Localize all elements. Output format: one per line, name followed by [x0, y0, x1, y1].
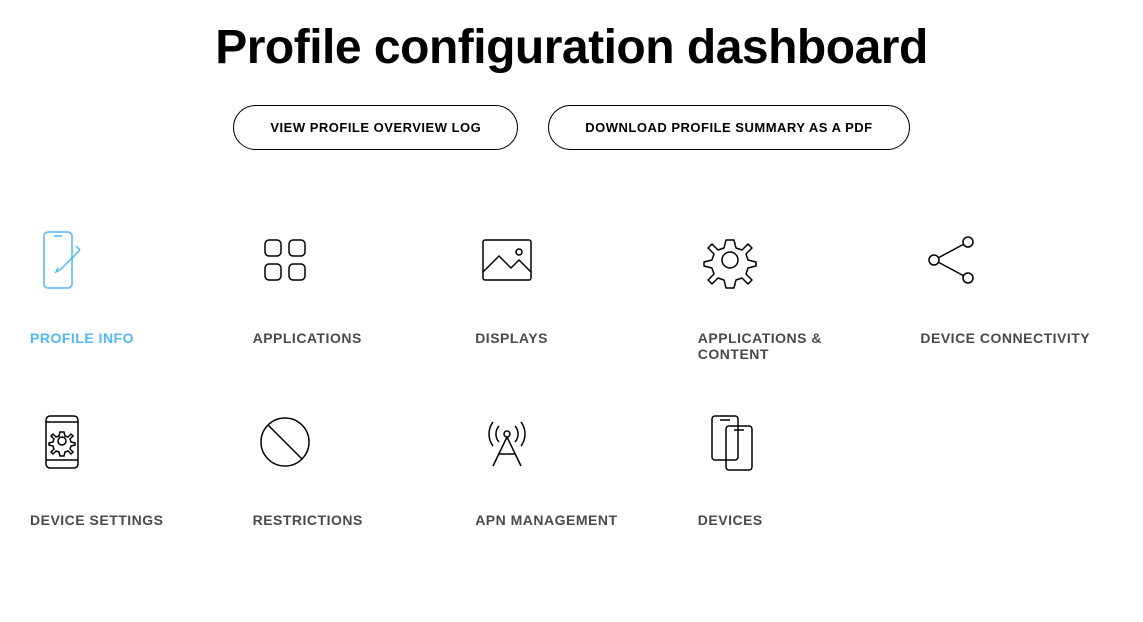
- phones-icon: [698, 402, 762, 482]
- tile-devices[interactable]: DEVICES: [688, 402, 901, 528]
- tile-displays[interactable]: DISPLAYS: [465, 220, 678, 362]
- tile-applications[interactable]: APPLICATIONS: [243, 220, 456, 362]
- action-buttons: VIEW PROFILE OVERVIEW LOG DOWNLOAD PROFI…: [0, 105, 1143, 150]
- gear-icon: [698, 220, 762, 300]
- tile-device-connectivity[interactable]: DEVICE CONNECTIVITY: [910, 220, 1123, 362]
- tile-label: DEVICE SETTINGS: [30, 512, 164, 528]
- tile-label: DISPLAYS: [475, 330, 548, 346]
- tile-label: APN MANAGEMENT: [475, 512, 617, 528]
- view-log-button[interactable]: VIEW PROFILE OVERVIEW LOG: [233, 105, 518, 150]
- download-pdf-button[interactable]: DOWNLOAD PROFILE SUMMARY AS A PDF: [548, 105, 909, 150]
- tile-label: DEVICE CONNECTIVITY: [920, 330, 1090, 346]
- share-nodes-icon: [920, 220, 984, 300]
- tile-grid: PROFILE INFO APPLICATIONS DISPLAYS: [0, 220, 1143, 528]
- tile-label: RESTRICTIONS: [253, 512, 363, 528]
- tile-label: PROFILE INFO: [30, 330, 134, 346]
- tile-label: APPLICATIONS & CONTENT: [698, 330, 891, 362]
- phone-edit-icon: [30, 220, 94, 300]
- apps-grid-icon: [253, 220, 317, 300]
- picture-icon: [475, 220, 539, 300]
- ban-icon: [253, 402, 317, 482]
- antenna-icon: [475, 402, 539, 482]
- phone-gear-icon: [30, 402, 94, 482]
- page-title: Profile configuration dashboard: [0, 20, 1143, 75]
- tile-restrictions[interactable]: RESTRICTIONS: [243, 402, 456, 528]
- tile-apn-management[interactable]: APN MANAGEMENT: [465, 402, 678, 528]
- tile-label: DEVICES: [698, 512, 763, 528]
- tile-device-settings[interactable]: DEVICE SETTINGS: [20, 402, 233, 528]
- tile-label: APPLICATIONS: [253, 330, 362, 346]
- tile-applications-content[interactable]: APPLICATIONS & CONTENT: [688, 220, 901, 362]
- tile-profile-info[interactable]: PROFILE INFO: [20, 220, 233, 362]
